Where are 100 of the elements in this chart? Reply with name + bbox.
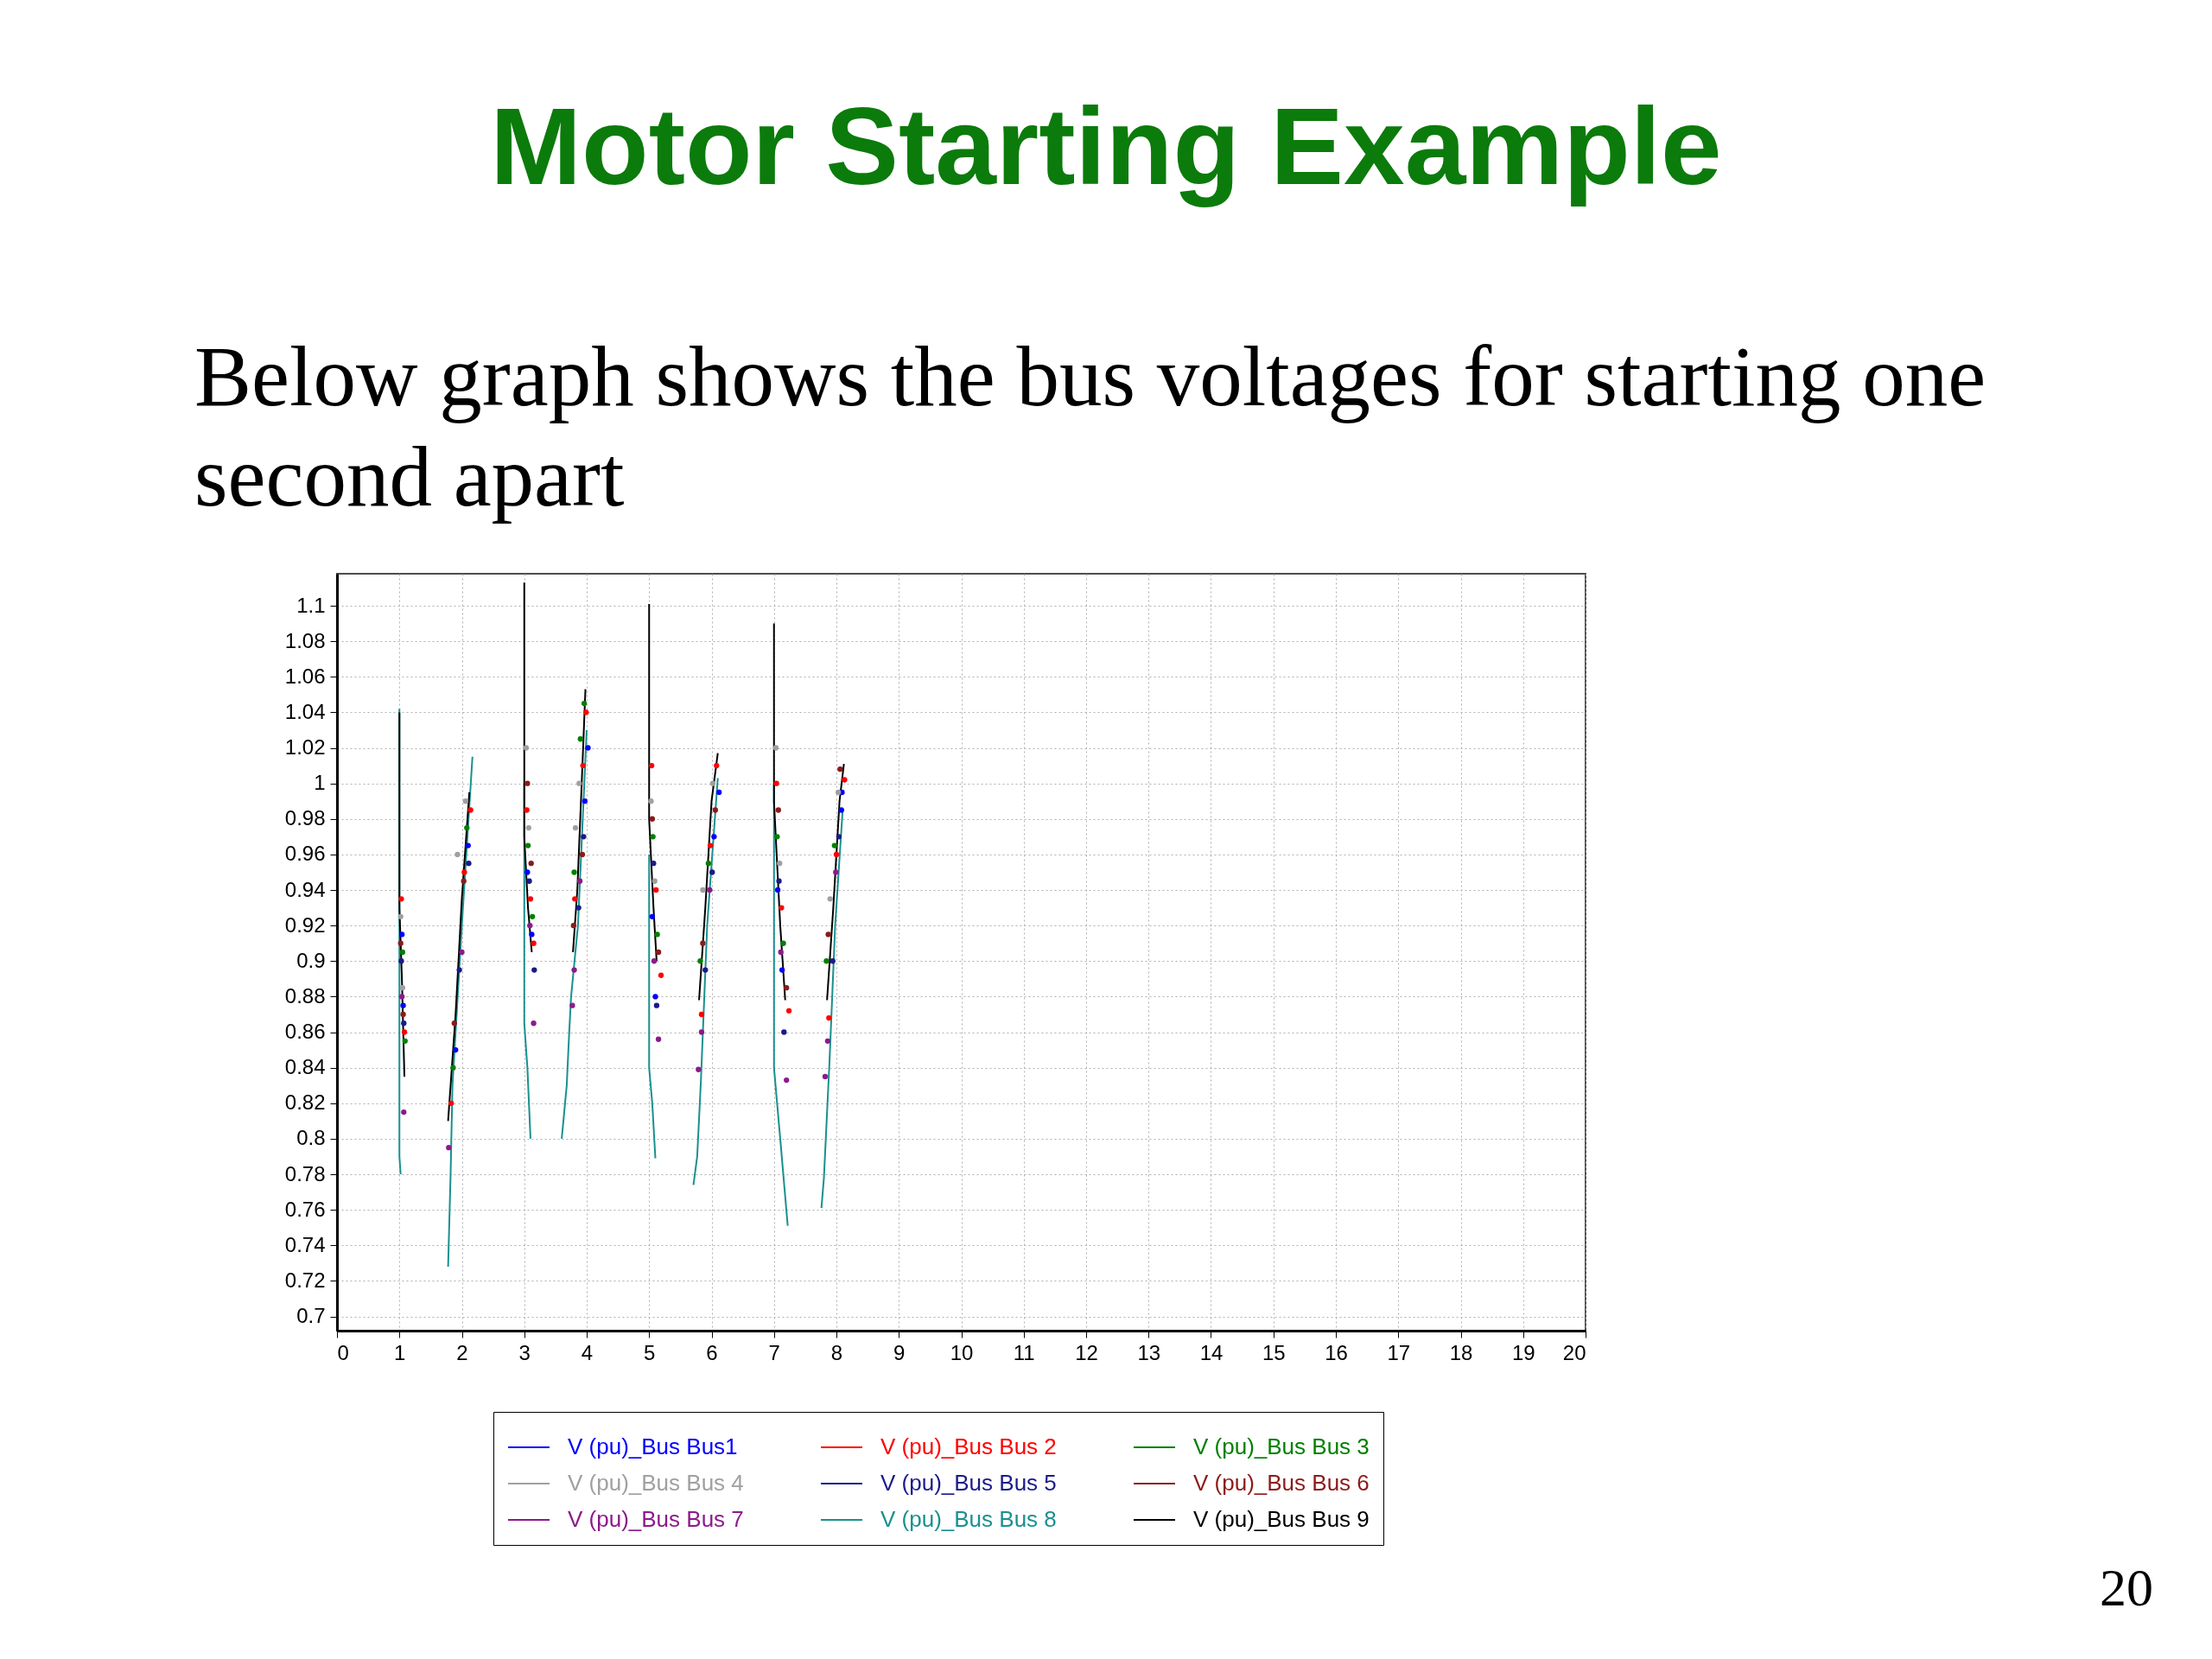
point [775, 807, 781, 813]
point [777, 861, 783, 867]
point [523, 745, 530, 751]
point [582, 798, 588, 804]
point [823, 958, 830, 964]
point [705, 861, 712, 867]
point [831, 842, 837, 849]
point [529, 931, 535, 938]
point [531, 940, 537, 946]
point [524, 780, 531, 786]
point [528, 861, 534, 867]
point [461, 869, 467, 875]
point [527, 896, 534, 902]
x-tick-label: 2 [456, 1340, 468, 1364]
y-tick-label: 1 [314, 771, 326, 795]
point [784, 1077, 790, 1084]
legend-label: V (pu)_Bus Bus 5 [880, 1470, 1057, 1496]
point [401, 1020, 407, 1027]
y-tick-label: 0.88 [284, 983, 326, 1007]
x-tick-label: 20 [1562, 1340, 1586, 1364]
point [696, 1066, 702, 1072]
x-tick-label: 10 [950, 1340, 974, 1364]
point [700, 940, 706, 946]
y-tick-label: 0.98 [284, 806, 326, 830]
point [576, 780, 582, 786]
point [825, 931, 831, 938]
x-tick-label: 14 [1199, 1340, 1224, 1364]
point [774, 887, 781, 893]
text: 20 [2100, 1558, 2153, 1617]
point [776, 878, 782, 884]
point [399, 984, 406, 991]
point [400, 1002, 406, 1008]
y-tick-label: 1.1 [296, 593, 326, 617]
point [572, 896, 578, 902]
point [773, 780, 779, 786]
point [836, 789, 842, 796]
x-tick-label: 3 [518, 1340, 531, 1364]
point [780, 940, 786, 946]
x-tick-label: 11 [1013, 1340, 1035, 1364]
point [822, 1073, 829, 1080]
point [779, 967, 785, 973]
point [524, 807, 530, 813]
point [401, 1109, 407, 1116]
x-tick-label: 17 [1387, 1340, 1411, 1364]
x-tick-label: 6 [706, 1340, 718, 1364]
point [707, 842, 714, 849]
point [709, 780, 716, 786]
point [398, 931, 405, 938]
point [654, 931, 660, 938]
x-tick-label: 1 [394, 1340, 406, 1364]
point [570, 923, 576, 929]
point [399, 949, 406, 956]
x-tick-label: 8 [830, 1340, 843, 1364]
point [698, 1011, 705, 1018]
point [772, 745, 779, 751]
point [784, 984, 790, 991]
point [572, 824, 579, 831]
point [464, 824, 470, 831]
point [652, 878, 658, 884]
point [398, 896, 404, 902]
point [398, 994, 405, 1000]
y-tick-label: 0.82 [284, 1090, 326, 1115]
point [579, 851, 586, 858]
point [450, 1065, 456, 1071]
x-tick-label: 7 [768, 1340, 780, 1364]
point [459, 949, 465, 956]
point [465, 842, 471, 849]
point [824, 1038, 831, 1044]
y-tick-label: 0.9 [296, 948, 326, 972]
x-tick-label: 4 [581, 1340, 594, 1364]
x-tick-label: 9 [893, 1340, 906, 1364]
point [648, 798, 654, 804]
legend-label: V (pu)_Bus Bus 7 [568, 1506, 744, 1532]
point [402, 1038, 408, 1044]
point [467, 807, 474, 813]
y-tick-label: 1.04 [284, 699, 326, 723]
point [827, 896, 833, 902]
x-tick-label: 0 [337, 1340, 349, 1364]
point [583, 709, 589, 715]
point [774, 834, 780, 840]
x-tick-label: 5 [644, 1340, 656, 1364]
point [837, 766, 843, 772]
point [716, 789, 722, 796]
y-tick-label: 0.7 [296, 1304, 326, 1328]
point [785, 1007, 792, 1014]
y-tick-label: 0.74 [284, 1232, 326, 1256]
legend-label: V (pu)_Bus Bus 2 [880, 1433, 1057, 1459]
x-tick-label: 13 [1137, 1340, 1161, 1364]
y-tick-label: 0.8 [296, 1126, 326, 1150]
legend-label: V (pu)_Bus Bus 9 [1193, 1506, 1370, 1532]
point [453, 1046, 459, 1053]
point [714, 762, 720, 769]
point [649, 816, 656, 822]
point [401, 1029, 408, 1035]
point [462, 798, 468, 804]
chart-title: Motor Starting Example [490, 85, 1722, 207]
y-tick-label: 0.76 [284, 1197, 326, 1221]
x-tick-label: 15 [1262, 1340, 1286, 1364]
y-tick-label: 0.96 [284, 842, 326, 866]
point [461, 878, 467, 884]
